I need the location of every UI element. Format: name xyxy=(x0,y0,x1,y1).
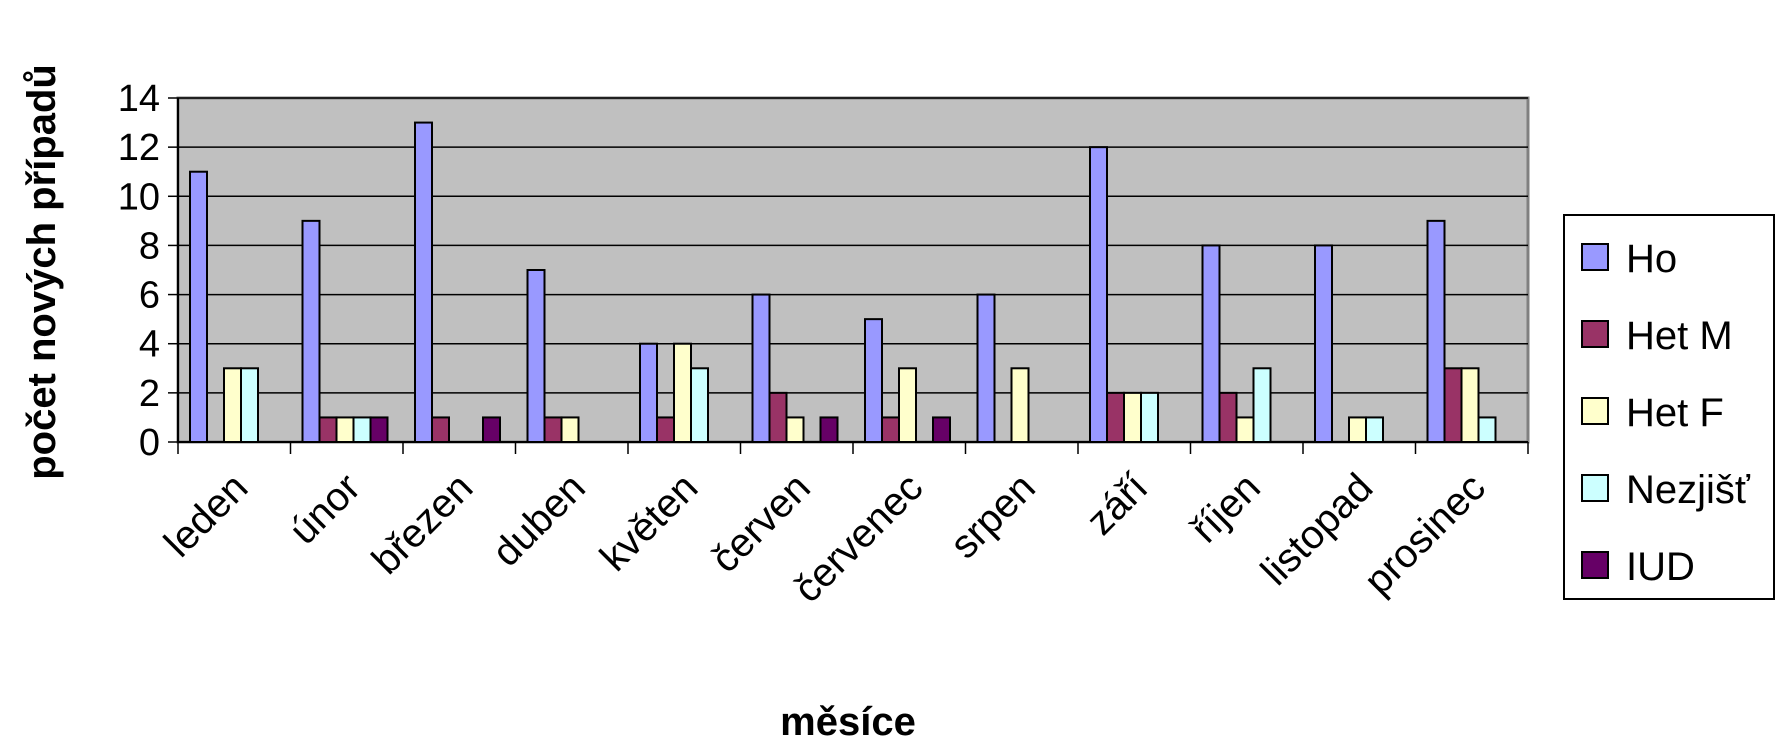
x-category-label: srpen xyxy=(942,465,1044,567)
bar-het-f-1 xyxy=(335,416,355,443)
bar-iud-5 xyxy=(819,416,839,443)
legend-label: Nezjišť xyxy=(1626,468,1751,512)
bar-het-m-2 xyxy=(431,416,450,443)
bar-het-f-11 xyxy=(1460,367,1480,443)
bar-het-f-5 xyxy=(785,416,805,443)
bar-het-f-0 xyxy=(223,367,242,443)
bar-nezji--1 xyxy=(352,416,372,443)
bar-ho-11 xyxy=(1426,219,1446,443)
bar-ho-4 xyxy=(639,342,658,444)
bar-nezji--9 xyxy=(1252,367,1272,443)
y-tick-label: 4 xyxy=(139,324,160,366)
bar-het-m-6 xyxy=(881,416,900,443)
bar-het-m-8 xyxy=(1106,391,1125,444)
bar-nezji--8 xyxy=(1140,391,1159,444)
bar-het-f-4 xyxy=(673,342,692,444)
x-category-label: březen xyxy=(364,465,482,583)
bar-ho-2 xyxy=(414,121,433,443)
bar-nezji--10 xyxy=(1365,416,1384,443)
legend-label: Ho xyxy=(1626,237,1677,281)
x-category-label: únor xyxy=(281,465,369,553)
bar-het-m-11 xyxy=(1443,367,1463,443)
x-axis-title: měsíce xyxy=(780,700,916,743)
legend-swatch xyxy=(1581,243,1609,271)
legend-label: Het F xyxy=(1626,391,1724,435)
bar-ho-7 xyxy=(976,293,996,444)
bar-het-m-1 xyxy=(318,416,338,443)
y-tick-label: 2 xyxy=(139,373,160,415)
legend-swatch xyxy=(1581,397,1609,425)
bar-het-m-5 xyxy=(768,391,788,444)
x-category-label: prosinec xyxy=(1356,465,1494,603)
y-tick-label: 14 xyxy=(118,78,160,120)
bar-ho-8 xyxy=(1089,146,1108,443)
legend-label: IUD xyxy=(1626,545,1695,589)
y-axis-title: počet nových případů xyxy=(20,64,64,480)
bar-iud-1 xyxy=(369,416,389,443)
legend-swatch xyxy=(1581,551,1609,579)
bar-iud-6 xyxy=(932,416,951,443)
x-category-label: říjen xyxy=(1183,465,1269,551)
y-tick-label: 0 xyxy=(139,422,160,464)
x-category-label: leden xyxy=(156,465,256,565)
bar-het-f-9 xyxy=(1235,416,1255,443)
bar-iud-2 xyxy=(482,416,501,443)
bar-het-m-9 xyxy=(1218,391,1238,444)
bar-nezji--0 xyxy=(240,367,259,443)
bar-het-f-8 xyxy=(1123,391,1142,444)
plot-background xyxy=(176,96,1530,444)
bar-ho-10 xyxy=(1314,244,1333,443)
bars xyxy=(189,121,1497,444)
x-category-label: září xyxy=(1078,465,1156,543)
bar-het-f-6 xyxy=(898,367,917,443)
y-tick-label: 10 xyxy=(118,176,160,218)
bar-ho-3 xyxy=(526,269,546,443)
bar-ho-1 xyxy=(301,219,321,443)
bar-het-f-3 xyxy=(560,416,580,443)
bar-ho-5 xyxy=(751,293,771,444)
legend-swatch xyxy=(1581,474,1609,502)
bar-nezji--11 xyxy=(1477,416,1497,443)
bar-ho-9 xyxy=(1201,244,1221,443)
x-category-label: květen xyxy=(592,465,706,579)
y-tick-label: 6 xyxy=(139,275,160,317)
bar-het-f-10 xyxy=(1348,416,1367,443)
legend-label: Het M xyxy=(1626,314,1733,358)
y-tick-label: 8 xyxy=(139,225,160,267)
y-tick-label: 12 xyxy=(118,127,160,169)
bar-het-f-7 xyxy=(1010,367,1030,443)
legend-swatch xyxy=(1581,320,1609,348)
bar-het-m-3 xyxy=(543,416,563,443)
plot-area xyxy=(176,96,1530,444)
bar-nezji--4 xyxy=(690,367,709,443)
bar-ho-0 xyxy=(189,170,208,443)
legend: Ho Het M Het F Nezjišť IUD xyxy=(1563,214,1775,600)
bar-het-m-4 xyxy=(656,416,675,443)
x-category-label: duben xyxy=(484,465,594,575)
bar-ho-6 xyxy=(864,318,883,443)
